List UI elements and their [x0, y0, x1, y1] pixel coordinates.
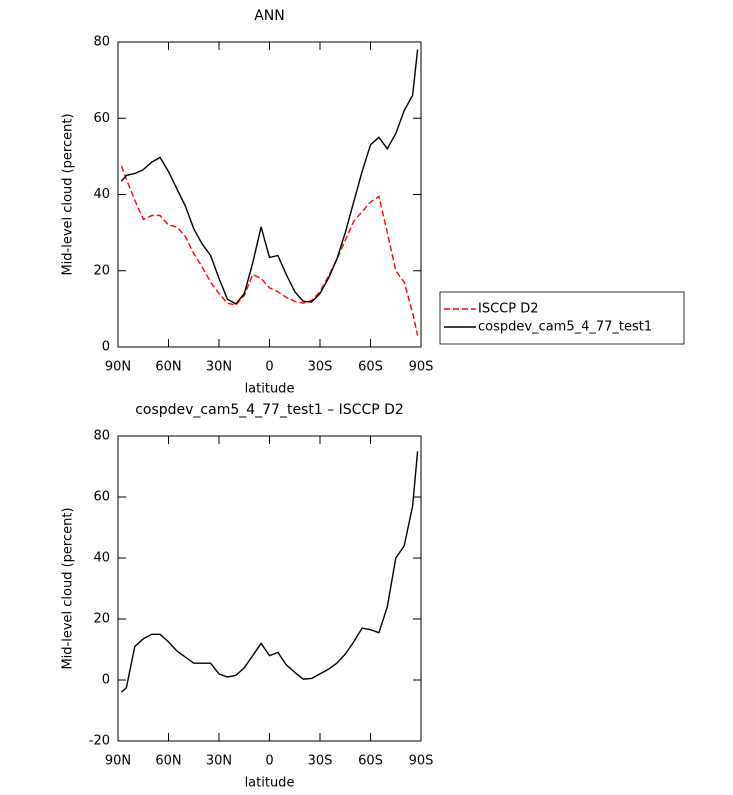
x-tick-label: 60S [358, 754, 383, 769]
x-tick-label: 60N [155, 754, 181, 769]
legend-box [439, 291, 685, 345]
y-tick-label: 80 [93, 429, 110, 444]
y-tick-label: 40 [93, 551, 110, 566]
x-tick-label: 60S [358, 360, 383, 375]
y-axis-label: Mid-level cloud (percent) [61, 113, 76, 275]
legend-label: cospdev_cam5_4_77_test1 [478, 320, 652, 335]
x-tick-label: 30N [206, 360, 232, 375]
x-tick-label: 60N [155, 360, 181, 375]
data-line [120, 451, 419, 693]
chart-title: cospdev_cam5_4_77_test1 – ISCCP D2 [135, 402, 404, 418]
y-tick-label: 20 [93, 612, 110, 627]
x-tick-label: 90N [105, 360, 131, 375]
y-tick-label: 0 [102, 673, 110, 688]
chart-title: ANN [254, 8, 285, 24]
plot-frame [117, 41, 422, 348]
x-axis-label: latitude [245, 382, 295, 397]
x-tick-label: 0 [265, 360, 273, 375]
x-tick-label: 90S [409, 360, 434, 375]
x-tick-label: 90S [409, 754, 434, 769]
x-tick-label: 0 [265, 754, 273, 769]
x-tick-label: 30S [308, 360, 333, 375]
y-tick-label: 60 [93, 111, 110, 126]
plot-frame [117, 435, 422, 742]
x-axis-label: latitude [245, 776, 295, 791]
y-tick-label: 20 [93, 263, 110, 278]
y-tick-label: 60 [93, 490, 110, 505]
y-tick-label: 40 [93, 187, 110, 202]
y-tick-label: 80 [93, 35, 110, 50]
data-line [120, 165, 419, 336]
y-tick-label: 0 [102, 340, 110, 355]
legend-label: ISCCP D2 [478, 302, 539, 317]
data-line [120, 49, 419, 305]
x-tick-label: 90N [105, 754, 131, 769]
y-tick-label: -20 [89, 734, 110, 749]
x-tick-label: 30S [308, 754, 333, 769]
y-axis-label: Mid-level cloud (percent) [61, 507, 76, 669]
x-tick-label: 30N [206, 754, 232, 769]
